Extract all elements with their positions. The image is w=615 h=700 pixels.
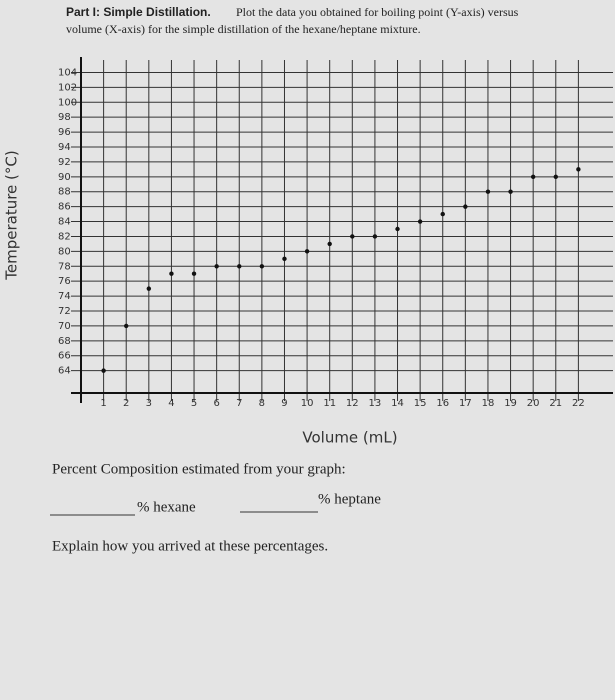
x-tick-label: 6 bbox=[213, 398, 219, 409]
data-point bbox=[417, 219, 423, 224]
x-tick-label: 4 bbox=[168, 398, 174, 409]
data-point bbox=[440, 211, 445, 217]
data-point bbox=[485, 189, 491, 194]
x-tick-label: 19 bbox=[504, 398, 517, 409]
y-tick-label: 88 bbox=[58, 187, 71, 198]
y-tick-label: 76 bbox=[58, 276, 71, 287]
data-point bbox=[124, 323, 129, 329]
x-tick-label: 21 bbox=[549, 398, 562, 409]
data-point bbox=[372, 234, 378, 239]
data-point bbox=[101, 368, 106, 373]
percent-prompt: Percent Composition estimated from your … bbox=[52, 461, 346, 477]
y-tick-label: 80 bbox=[58, 246, 71, 257]
x-tick-label: 3 bbox=[146, 398, 152, 409]
data-point bbox=[146, 286, 152, 291]
data-point bbox=[508, 189, 513, 194]
y-tick-label: 100 bbox=[58, 97, 77, 108]
y-tick-label: 74 bbox=[58, 291, 71, 302]
data-point bbox=[530, 174, 536, 180]
x-axis-label: Volume (mL) bbox=[302, 429, 397, 447]
data-point bbox=[191, 271, 197, 276]
x-tick-label: 1 bbox=[100, 398, 106, 409]
x-tick-label: 14 bbox=[391, 398, 404, 409]
x-tick-label: 15 bbox=[414, 398, 427, 409]
x-tick-label: 9 bbox=[281, 398, 287, 409]
y-tick-label: 64 bbox=[58, 366, 71, 377]
x-tick-label: 5 bbox=[191, 398, 197, 409]
y-tick-label: 68 bbox=[58, 336, 71, 347]
x-tick-label: 16 bbox=[436, 398, 449, 409]
x-tick-label: 18 bbox=[482, 398, 495, 409]
y-tick-label: 94 bbox=[58, 142, 71, 153]
heptane-label: % heptane bbox=[318, 491, 381, 507]
data-point bbox=[169, 271, 174, 276]
y-tick-label: 84 bbox=[58, 217, 71, 228]
y-tick-label: 78 bbox=[58, 261, 71, 272]
hexane-label: % hexane bbox=[137, 499, 196, 515]
x-tick-label: 2 bbox=[123, 398, 129, 409]
x-tick-label: 8 bbox=[259, 398, 265, 409]
x-tick-label: 7 bbox=[236, 398, 242, 409]
y-tick-label: 82 bbox=[58, 231, 71, 242]
y-tick-label: 86 bbox=[58, 202, 71, 213]
y-tick-label: 90 bbox=[58, 172, 71, 183]
data-point bbox=[327, 241, 332, 247]
x-tick-label: 20 bbox=[527, 398, 540, 409]
data-point bbox=[576, 167, 581, 172]
y-axis-label: Temperature (°C) bbox=[3, 150, 21, 280]
data-point bbox=[553, 174, 558, 180]
y-tick-label: 104 bbox=[58, 67, 77, 78]
y-tick-label: 102 bbox=[58, 82, 77, 93]
data-point bbox=[282, 256, 287, 262]
instructions: volume (X-axis) for the simple distillat… bbox=[66, 22, 421, 36]
x-tick-label: 12 bbox=[346, 398, 359, 409]
x-tick-label: 13 bbox=[369, 398, 382, 409]
x-tick-label: 17 bbox=[459, 398, 472, 409]
data-point bbox=[463, 204, 468, 209]
x-tick-label: 22 bbox=[572, 398, 585, 409]
data-point bbox=[237, 264, 242, 269]
y-tick-label: 96 bbox=[58, 127, 71, 138]
data-point bbox=[395, 226, 400, 232]
heading: Part I: Simple Distillation. bbox=[66, 5, 211, 19]
data-point bbox=[350, 234, 355, 239]
y-tick-label: 66 bbox=[58, 351, 71, 362]
x-tick-label: 10 bbox=[301, 398, 314, 409]
data-point bbox=[214, 264, 219, 269]
x-tick-label: 11 bbox=[323, 398, 336, 409]
data-point bbox=[304, 249, 310, 254]
y-tick-label: 98 bbox=[58, 112, 71, 123]
data-point bbox=[259, 264, 265, 269]
y-tick-label: 70 bbox=[58, 321, 71, 332]
explain-prompt: Explain how you arrived at these percent… bbox=[52, 538, 328, 554]
y-tick-label: 72 bbox=[58, 306, 71, 317]
instructions: Plot the data you obtained for boiling p… bbox=[236, 5, 519, 19]
y-tick-label: 92 bbox=[58, 157, 71, 168]
